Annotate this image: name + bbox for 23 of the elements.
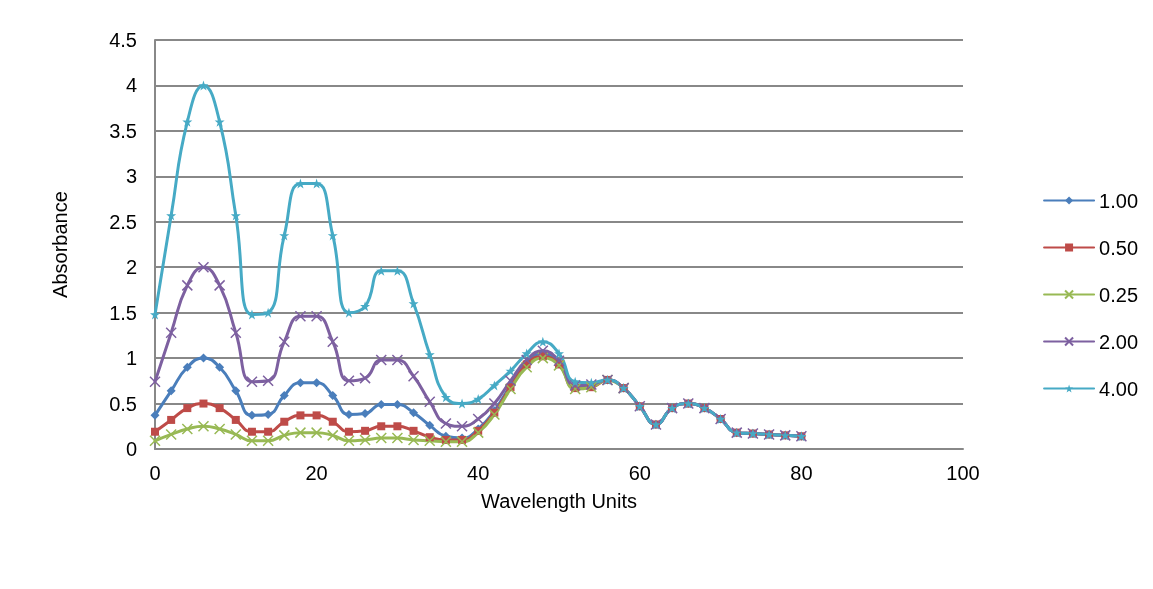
x-tick-label: 80: [790, 462, 813, 484]
legend-label: 1.00: [1099, 189, 1139, 212]
y-tick-label: 1: [125, 347, 137, 370]
y-tick-label: 2.5: [109, 210, 137, 233]
x-tick-label: 100: [946, 462, 980, 484]
y-tick-label: 4: [125, 74, 137, 97]
y-tick-label: 0: [125, 438, 137, 460]
y-tick-label: 4.5: [109, 29, 137, 51]
legend-label: 4.00: [1099, 377, 1139, 400]
legend-label: 0.50: [1099, 236, 1139, 259]
x-tick-label: 0: [149, 462, 161, 484]
legend-label: 2.00: [1099, 330, 1139, 353]
y-tick-label: 1.5: [109, 301, 137, 324]
x-axis-title: Wavelength Units: [481, 490, 637, 512]
y-axis-title: Absorbance: [49, 191, 71, 298]
x-tick-label: 60: [628, 462, 651, 484]
x-tick-label: 20: [305, 462, 328, 484]
y-tick-label: 0.5: [109, 392, 137, 415]
legend-label: 0.25: [1099, 283, 1139, 306]
y-tick-label: 3.5: [109, 119, 137, 142]
x-tick-label: 40: [467, 462, 490, 484]
y-tick-label: 2: [125, 256, 137, 279]
y-tick-label: 3: [125, 165, 137, 188]
